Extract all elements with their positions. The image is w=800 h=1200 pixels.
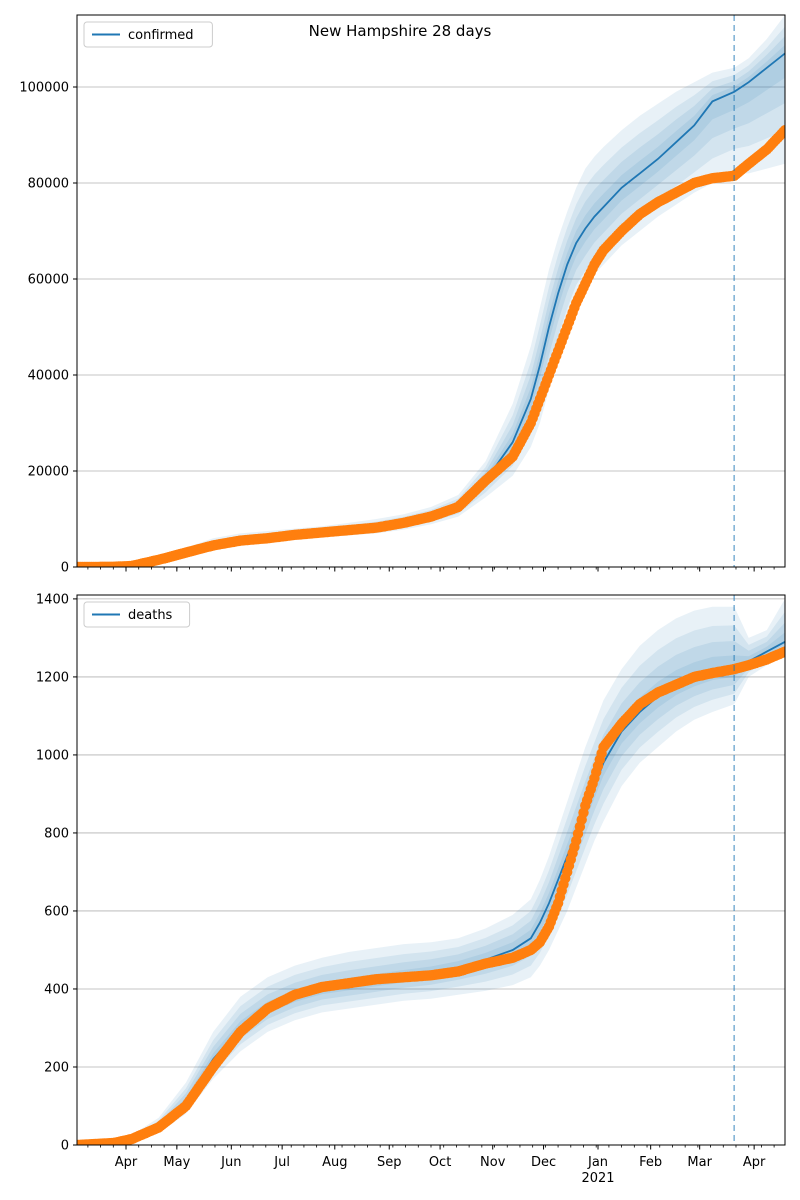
observed-point (779, 125, 785, 136)
y-tick-label: 40000 (28, 369, 69, 384)
legend-box (83, 601, 191, 628)
legend-label: deaths (128, 608, 173, 623)
y-tick-label: 200 (44, 1060, 69, 1075)
x-tick-label: Jan (587, 1155, 608, 1170)
x-tick-label: Sep (377, 1155, 402, 1170)
chart-panel-1: 0 20000 40000 60000 80000 100000 confirmed (19, 14, 786, 576)
y-tick-label: 1200 (36, 670, 69, 685)
x-tick-label: May (163, 1155, 190, 1170)
y-tick-label: 1400 (36, 592, 69, 607)
y-tick-label: 80000 (28, 177, 69, 192)
y-tick-label: 600 (44, 904, 69, 919)
x-tick-label: Apr (743, 1155, 766, 1170)
y-tick-label: 0 (61, 561, 69, 576)
uncertainty-band-3 (77, 36, 785, 567)
x-tick-label: Oct (429, 1155, 451, 1170)
x-tick-label: Apr (115, 1155, 138, 1170)
plot-area (77, 598, 785, 1145)
y-tick-label: 60000 (28, 273, 69, 288)
y-tick-label: 400 (44, 982, 69, 997)
x-year-label: 2021 (581, 1171, 614, 1186)
x-tick-label: Aug (322, 1155, 347, 1170)
x-tick-label: Mar (687, 1155, 712, 1170)
x-tick-label: Nov (480, 1155, 506, 1170)
legend: deaths (83, 601, 191, 628)
uncertainty-band-2 (77, 26, 785, 567)
figure-title: New Hampshire 28 days (308, 22, 492, 40)
y-tick-label: 0 (61, 1139, 69, 1154)
legend: confirmed (83, 21, 213, 48)
y-tick-label: 20000 (28, 465, 69, 480)
x-tick-label: Feb (639, 1155, 662, 1170)
y-tick-label: 800 (44, 826, 69, 841)
chart-panel-2: 0 200 400 600 800 1000 1200 1400 Apr May Jun Jul Aug… (36, 592, 786, 1186)
plot-area (77, 15, 785, 567)
uncertainty-band-1 (77, 15, 785, 567)
uncertainty-band-4 (77, 45, 785, 567)
x-tick-label: Dec (531, 1155, 556, 1170)
legend-label: confirmed (128, 28, 194, 43)
x-tick-label: Jul (273, 1155, 290, 1170)
y-tick-label: 100000 (19, 81, 69, 96)
y-tick-label: 1000 (36, 748, 69, 763)
x-tick-label: Jun (220, 1155, 241, 1170)
legend-box (83, 21, 213, 48)
observed-point (779, 646, 785, 657)
